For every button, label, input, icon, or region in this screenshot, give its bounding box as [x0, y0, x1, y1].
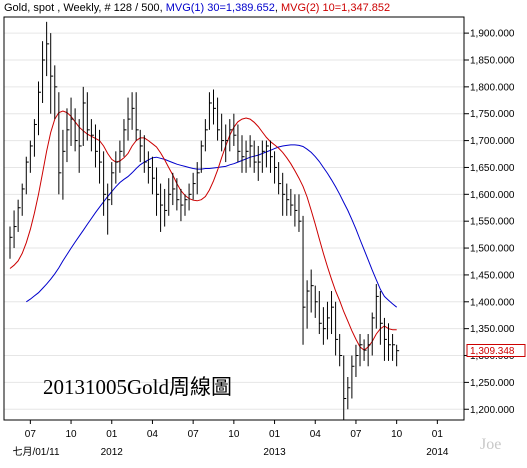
y-tick-label: 1,550.000 — [470, 217, 515, 228]
x-tick-label: 10 — [228, 429, 240, 440]
y-tick-label: 1,500.000 — [470, 244, 515, 255]
header-mvg2: MVG(2) 10=1,347.852 — [280, 2, 391, 14]
signature: Joe — [480, 436, 502, 453]
header-period: Weekly — [63, 2, 99, 14]
y-tick-label: 1,900.000 — [470, 29, 515, 40]
x-year-label: 七月/01/11 — [12, 446, 59, 458]
plot-frame — [3, 16, 465, 421]
x-tick-label: 10 — [391, 429, 403, 440]
y-tick-label: 1,850.000 — [470, 55, 515, 66]
x-year-label: 2012 — [101, 447, 124, 458]
y-tick-label: 1,700.000 — [470, 136, 515, 147]
y-tick-label: 1,350.000 — [470, 324, 515, 335]
x-year-label: 2013 — [263, 447, 286, 458]
x-tick-label: 07 — [188, 429, 200, 440]
y-tick-label: 1,200.000 — [470, 405, 515, 416]
x-tick-label: 04 — [147, 429, 159, 440]
x-tick-label: 04 — [310, 429, 322, 440]
y-tick-label: 1,600.000 — [470, 190, 515, 201]
ma10-line — [9, 110, 397, 351]
chart-header: Gold, spot , Weekly, # 128 / 500, MVG(1)… — [4, 2, 391, 14]
x-year-label: 2014 — [426, 447, 449, 458]
y-tick-label: 1,250.000 — [470, 378, 515, 389]
y-tick-label: 1,750.000 — [470, 109, 515, 120]
x-tick-label: 07 — [25, 429, 37, 440]
x-tick-label: 01 — [432, 429, 444, 440]
header-symbol: Gold, spot — [4, 2, 55, 14]
last-price-label: 1,309.348 — [470, 346, 515, 357]
header-sep: , — [54, 2, 61, 14]
ma30-line — [26, 144, 398, 308]
y-tick-label: 1,800.000 — [470, 82, 515, 93]
x-tick-label: 10 — [65, 429, 77, 440]
x-tick-label: 01 — [106, 429, 118, 440]
last-price-box — [466, 343, 526, 357]
x-tick-label: 07 — [350, 429, 362, 440]
y-tick-label: 1,650.000 — [470, 163, 515, 174]
header-bars: # 128 / 500 — [104, 2, 160, 14]
y-tick-label: 1,400.000 — [470, 297, 515, 308]
y-tick-label: 1,450.000 — [470, 270, 515, 281]
header-mvg1: MVG(1) 30=1,389.652 — [165, 2, 275, 14]
watermark-title: 20131005Gold周線圖 — [43, 375, 232, 399]
x-tick-label: 01 — [269, 429, 281, 440]
